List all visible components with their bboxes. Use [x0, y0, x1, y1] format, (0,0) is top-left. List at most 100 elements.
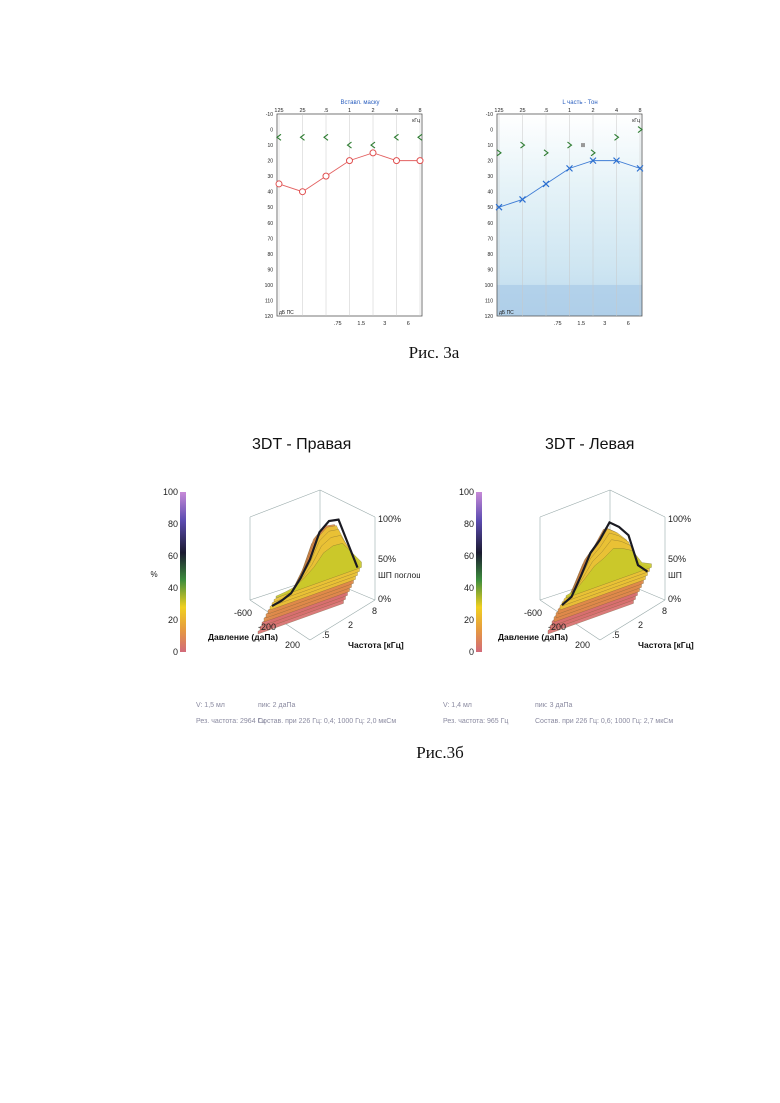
freq-tick-label: 8 [638, 108, 641, 114]
freq-tick-label: 25 [519, 108, 525, 114]
figure-3a: Вставл. маску 12525.51248кГц.751.536-100… [250, 92, 670, 332]
freq-tick-label: 2 [638, 620, 643, 630]
meta-right-resfreq: Рез. частота: 2964 Гц [196, 718, 265, 725]
threshold-point [417, 158, 423, 164]
db-tick-label: 80 [267, 252, 273, 258]
freq-axis-label: Частота [кГц] [638, 640, 694, 650]
freq-tick-label: 4 [615, 108, 618, 114]
db-tick-label: 40 [267, 190, 273, 196]
db-tick-label: 120 [265, 314, 274, 320]
pressure-tick-label: -600 [524, 608, 542, 618]
db-tick-label: 30 [487, 174, 493, 180]
db-axis-label: дБ ПС [499, 310, 514, 316]
db-tick-label: 50 [487, 205, 493, 211]
pressure-tick-label: -200 [548, 622, 566, 632]
scale-tick-label: 40 [464, 583, 474, 593]
axis-box-line [250, 490, 320, 517]
db-tick-label: 10 [487, 143, 493, 149]
freq-tick-label: 25 [299, 108, 305, 114]
db-tick-label: 100 [265, 283, 274, 289]
pressure-tick-label: 200 [285, 640, 300, 650]
scale-tick-label: 0 [173, 647, 178, 657]
audiogram-right: L часть - Тон 12525.51248кГц.751.536-100… [470, 92, 670, 332]
scale-tick-label: 100 [163, 487, 178, 497]
freq-tick-label: 8 [662, 606, 667, 616]
scale-tick-label: 60 [464, 551, 474, 561]
freq-bottom-label: 1.5 [357, 321, 365, 327]
axis-box-line [320, 490, 375, 517]
db-axis-label: дБ ПС [279, 310, 294, 316]
axis-box-line [540, 490, 610, 517]
db-tick-label: 20 [487, 159, 493, 165]
meta-left-compliance: Состав. при 226 Гц: 0,6; 1000 Гц: 2,7 мк… [535, 718, 673, 725]
z-tick-label: 100% [668, 514, 691, 524]
freq-tick-label: .5 [322, 630, 330, 640]
meta-right-peak: пик: 2 даПа [258, 702, 295, 709]
db-tick-label: 30 [267, 174, 273, 180]
z-axis-label: ШП поглоще [378, 570, 420, 580]
meta-left-volume: V: 1,4 мл [443, 702, 472, 709]
db-tick-label: 50 [267, 205, 273, 211]
tympanogram-3d-right: 100806040200%100%50%0%ШП поглоще-600-200… [150, 482, 420, 662]
db-tick-label: 60 [487, 221, 493, 227]
freq-tick-label: .5 [544, 108, 549, 114]
meta-right-compliance: Состав. при 226 Гц: 0,4; 1000 Гц: 2,0 мк… [258, 718, 396, 725]
db-tick-label: 110 [265, 298, 273, 304]
freq-tick-label: .5 [612, 630, 620, 640]
freq-tick-label: 2 [371, 108, 374, 114]
db-tick-label: 60 [267, 221, 273, 227]
z-tick-label: 50% [668, 554, 686, 564]
freq-unit-label: кГц [412, 118, 420, 124]
colour-scale-bar [180, 492, 186, 652]
audiogram-left-title: Вставл. маску [340, 100, 379, 106]
db-tick-label: 90 [487, 267, 493, 273]
freq-unit-label: кГц [632, 118, 640, 124]
db-tick-label: 0 [490, 128, 493, 134]
db-tick-label: 100 [485, 283, 494, 289]
meta-right-volume: V: 1,5 мл [196, 702, 225, 709]
pressure-axis-label: Давление (даПа) [498, 632, 568, 642]
scale-tick-label: 20 [168, 615, 178, 625]
z-tick-label: 0% [378, 594, 391, 604]
freq-tick-label: 2 [348, 620, 353, 630]
db-tick-label: 0 [270, 128, 273, 134]
pressure-tick-label: -600 [234, 608, 252, 618]
freq-tick-label: 125 [494, 108, 503, 114]
db-tick-label: 40 [487, 190, 493, 196]
freq-tick-label: 2 [591, 108, 594, 114]
db-tick-label: 110 [485, 298, 493, 304]
freq-bottom-label: 3 [603, 321, 606, 327]
pressure-axis-label: Давление (даПа) [208, 632, 278, 642]
freq-bottom-label: 3 [383, 321, 386, 327]
pressure-tick-label: 200 [575, 640, 590, 650]
audiogram-left: Вставл. маску 12525.51248кГц.751.536-100… [250, 92, 450, 332]
freq-tick-label: 1 [348, 108, 351, 114]
scale-tick-label: 0 [469, 647, 474, 657]
scale-tick-label: 80 [168, 519, 178, 529]
z-tick-label: 50% [378, 554, 396, 564]
threshold-point [300, 189, 306, 195]
db-tick-label: -10 [266, 112, 273, 118]
pressure-tick-label: -200 [258, 622, 276, 632]
audiogram-right-title: L часть - Тон [562, 100, 597, 106]
freq-axis-label: Частота [кГц] [348, 640, 404, 650]
db-tick-label: 70 [267, 236, 273, 242]
scale-tick-label: 40 [168, 583, 178, 593]
freq-tick-label: 125 [274, 108, 283, 114]
panel-left-title: 3DT - Левая [545, 436, 634, 454]
tympanogram-3d-left: 100806040200100%50%0%ШП-600-200200Давлен… [440, 482, 710, 662]
threshold-point [347, 158, 353, 164]
freq-bottom-label: 6 [627, 321, 630, 327]
axis-box-line [610, 490, 665, 517]
freq-bottom-label: .75 [554, 321, 562, 327]
freq-tick-label: .5 [324, 108, 329, 114]
freq-tick-label: 1 [568, 108, 571, 114]
meta-left-resfreq: Рез. частота: 965 Гц [443, 718, 508, 725]
threshold-point [276, 181, 282, 187]
db-tick-label: 120 [485, 314, 494, 320]
db-tick-label: 90 [267, 267, 273, 273]
scale-tick-label: 20 [464, 615, 474, 625]
z-tick-label: 100% [378, 514, 401, 524]
freq-tick-label: 8 [418, 108, 421, 114]
figure-3a-caption: Рис. 3а [0, 343, 780, 363]
